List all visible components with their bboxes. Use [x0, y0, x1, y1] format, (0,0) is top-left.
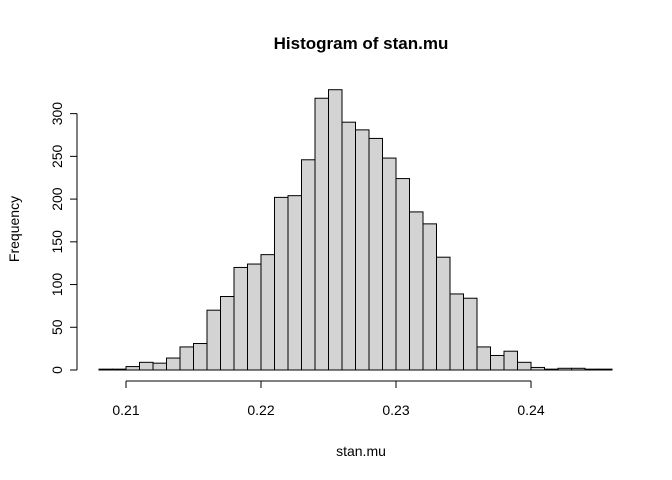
histogram-bar	[449, 293, 464, 371]
histogram-bar	[395, 178, 410, 371]
y-tick-label: 200	[49, 187, 65, 211]
x-tick-label: 0.23	[382, 402, 409, 418]
histogram-bar	[98, 368, 113, 371]
y-tick-label: 0	[49, 366, 65, 374]
histogram-bar	[193, 343, 208, 371]
histogram-bar	[463, 297, 478, 371]
bars-group	[98, 89, 613, 371]
histogram-bar	[112, 368, 127, 371]
histogram-bar	[517, 361, 532, 371]
histogram-bar	[355, 129, 370, 371]
histogram-bar	[557, 367, 572, 371]
y-tick-label: 250	[49, 144, 65, 168]
histogram-bar	[139, 361, 154, 371]
chart-title: Histogram of stan.mu	[274, 34, 449, 53]
histogram-bar	[179, 346, 194, 371]
histogram-bar	[341, 121, 356, 371]
histogram-bar	[287, 195, 302, 371]
histogram-bar	[301, 159, 316, 371]
histogram-bar	[409, 211, 424, 371]
histogram-bar	[166, 357, 181, 371]
histogram-bar	[530, 366, 545, 371]
y-axis-label: Frequency	[6, 196, 22, 262]
histogram-bar	[247, 263, 262, 371]
y-tick-label: 300	[49, 102, 65, 126]
histogram-bar	[584, 368, 599, 371]
histogram-bar	[490, 354, 505, 371]
histogram-bar	[233, 266, 248, 371]
histogram-bar	[260, 254, 275, 371]
x-tick-label: 0.24	[517, 402, 544, 418]
histogram-bar	[125, 366, 140, 371]
x-axis: 0.21 0.22 0.23 0.24	[112, 380, 545, 418]
y-tick-label: 100	[49, 273, 65, 297]
histogram-bar	[476, 346, 491, 371]
histogram-bar	[314, 97, 329, 371]
histogram-bar	[544, 368, 559, 371]
histogram-bar	[503, 350, 518, 371]
histogram-bar	[220, 296, 235, 371]
histogram-bar	[422, 223, 437, 371]
y-tick-label: 150	[49, 230, 65, 254]
histogram-bar	[382, 157, 397, 371]
histogram-bar	[571, 367, 586, 371]
x-axis-label: stan.mu	[336, 443, 386, 459]
y-axis: 0 50 100 150 200 250 300	[49, 102, 78, 374]
histogram-bar	[152, 362, 167, 371]
histogram-bar	[598, 368, 613, 371]
x-tick-label: 0.21	[112, 402, 139, 418]
x-tick-label: 0.22	[247, 402, 274, 418]
histogram-bar	[328, 89, 343, 371]
histogram-bar	[368, 137, 383, 371]
y-tick-label: 50	[49, 319, 65, 335]
histogram-bar	[436, 256, 451, 371]
histogram-bar	[274, 196, 289, 371]
histogram-bar	[206, 309, 221, 371]
